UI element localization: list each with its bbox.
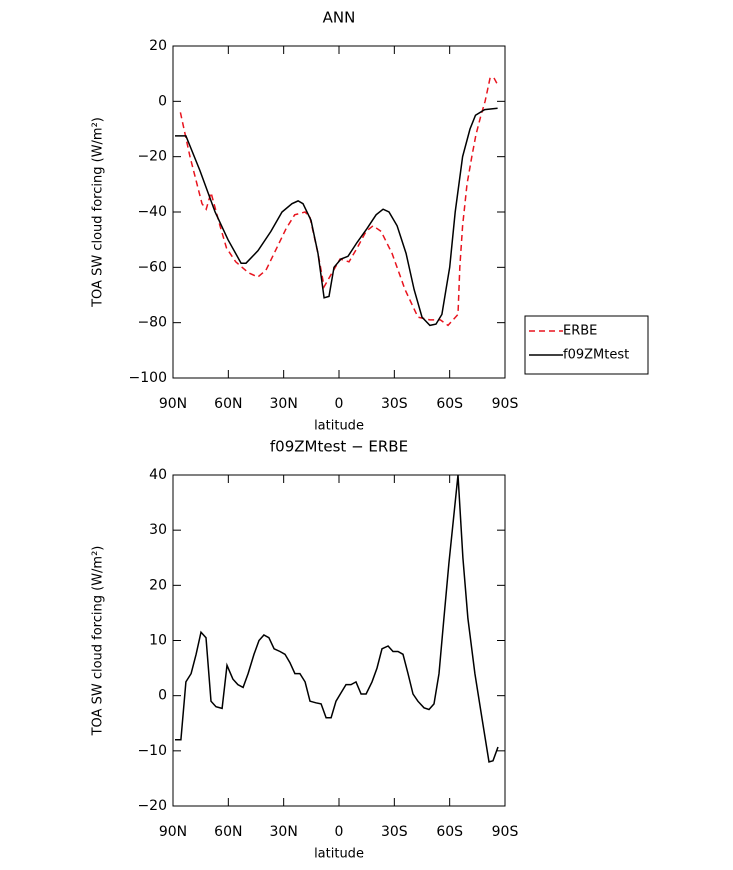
y-tick-label: −80 bbox=[137, 315, 167, 331]
y-tick-label: −40 bbox=[137, 204, 167, 220]
x-tick-label: 60S bbox=[436, 824, 463, 840]
y-tick-label: 30 bbox=[149, 522, 167, 538]
y-tick-label: 20 bbox=[149, 38, 167, 54]
legend-frame bbox=[524, 315, 649, 375]
x-axis-label: latitude bbox=[314, 419, 364, 434]
x-tick-label: 30S bbox=[381, 396, 408, 412]
y-tick-label: 10 bbox=[149, 633, 167, 649]
x-tick-label: 90S bbox=[492, 824, 519, 840]
legend-label: ERBE bbox=[563, 324, 597, 339]
x-tick-label: 0 bbox=[335, 824, 344, 840]
y-tick-label: −100 bbox=[129, 370, 167, 386]
y-tick-label: 20 bbox=[149, 577, 167, 593]
data-line bbox=[175, 107, 498, 327]
y-tick-label: 40 bbox=[149, 467, 167, 483]
y-tick-label: −20 bbox=[137, 798, 167, 814]
x-tick-label: 60N bbox=[214, 824, 242, 840]
y-axis-label: TOA SW cloud forcing (W/m²) bbox=[91, 546, 106, 737]
x-tick-label: 30N bbox=[270, 824, 298, 840]
data-line bbox=[175, 474, 499, 763]
chart-title: ANN bbox=[323, 9, 356, 27]
y-axis-label: TOA SW cloud forcing (W/m²) bbox=[91, 117, 106, 308]
data-line bbox=[179, 77, 499, 327]
legend-label: f09ZMtest bbox=[563, 348, 629, 363]
x-tick-label: 0 bbox=[335, 396, 344, 412]
x-tick-label: 60N bbox=[214, 396, 242, 412]
y-tick-label: −20 bbox=[137, 149, 167, 165]
x-tick-label: 30N bbox=[270, 396, 298, 412]
x-tick-label: 60S bbox=[436, 396, 463, 412]
y-tick-label: −60 bbox=[137, 259, 167, 275]
x-tick-label: 90S bbox=[492, 396, 519, 412]
x-tick-label: 90N bbox=[159, 824, 187, 840]
plot-frame bbox=[172, 474, 506, 807]
x-tick-label: 30S bbox=[381, 824, 408, 840]
y-tick-label: 0 bbox=[158, 688, 167, 704]
y-tick-label: 0 bbox=[158, 93, 167, 109]
y-tick-label: −10 bbox=[137, 743, 167, 759]
x-tick-label: 90N bbox=[159, 396, 187, 412]
chart-title: f09ZMtest − ERBE bbox=[270, 438, 408, 456]
x-axis-label: latitude bbox=[314, 847, 364, 862]
